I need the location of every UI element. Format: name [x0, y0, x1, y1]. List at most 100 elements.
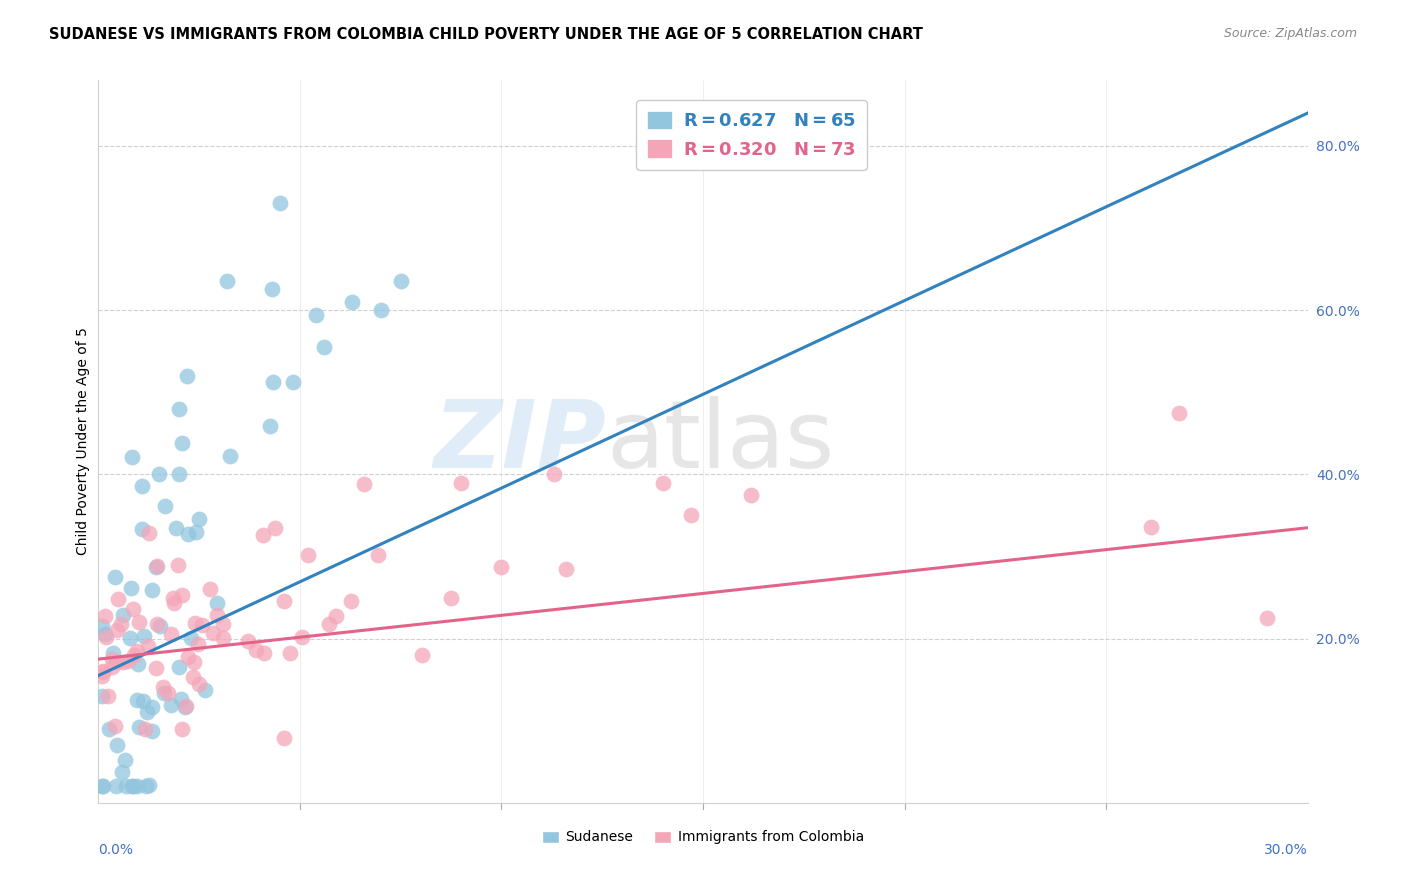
Point — [278, 646, 301, 660]
Text: ZIP: ZIP — [433, 395, 606, 488]
Point — [114, 753, 136, 767]
Point — [291, 631, 314, 645]
Point — [342, 295, 364, 310]
Point — [141, 724, 163, 739]
Point — [100, 660, 122, 674]
Point — [212, 631, 235, 645]
Point — [170, 692, 193, 706]
Point — [132, 694, 155, 708]
Text: atlas: atlas — [606, 395, 835, 488]
Point — [138, 526, 160, 541]
Point — [127, 693, 149, 707]
Point — [1256, 611, 1278, 625]
Point — [252, 528, 274, 542]
Point — [107, 738, 129, 752]
Point — [104, 570, 127, 584]
Point — [264, 521, 287, 535]
Point — [112, 607, 135, 622]
Point — [180, 632, 202, 646]
Point — [110, 617, 132, 632]
Point — [134, 780, 156, 794]
Point — [128, 615, 150, 629]
Point — [450, 475, 472, 490]
Point — [262, 282, 284, 296]
Point — [177, 526, 200, 541]
Point — [121, 581, 143, 595]
Point — [740, 488, 762, 502]
Point — [91, 780, 114, 794]
Point — [136, 639, 159, 653]
Point — [174, 698, 197, 713]
Point — [118, 631, 141, 645]
Point — [121, 450, 143, 465]
Point — [101, 646, 124, 660]
Point — [104, 718, 127, 732]
Text: Source: ZipAtlas.com: Source: ZipAtlas.com — [1223, 27, 1357, 40]
Point — [153, 499, 176, 513]
Point — [219, 450, 242, 464]
Point — [94, 609, 117, 624]
Point — [124, 648, 146, 663]
Point — [305, 309, 328, 323]
Point — [91, 689, 114, 703]
Point — [181, 670, 204, 684]
Point — [141, 582, 163, 597]
Point — [411, 648, 433, 662]
Point — [191, 618, 214, 632]
Point — [134, 722, 156, 736]
Point — [173, 700, 195, 714]
Point — [91, 664, 114, 678]
Point — [176, 368, 198, 383]
Point — [145, 560, 167, 574]
Point — [94, 631, 117, 645]
Point — [489, 560, 512, 574]
Point — [131, 479, 153, 493]
Point — [122, 780, 145, 794]
Point — [162, 591, 184, 606]
Point — [543, 467, 565, 482]
Point — [122, 601, 145, 615]
Point — [128, 720, 150, 734]
Point — [245, 642, 267, 657]
Point — [152, 686, 174, 700]
Point — [97, 690, 120, 704]
Point — [160, 698, 183, 712]
Point — [1140, 519, 1163, 533]
Point — [236, 634, 259, 648]
Point — [259, 419, 281, 434]
Point — [340, 593, 363, 607]
Point — [187, 637, 209, 651]
Point — [145, 660, 167, 674]
Text: 30.0%: 30.0% — [1264, 843, 1308, 856]
Point — [167, 558, 190, 572]
Point — [91, 669, 114, 683]
Point — [141, 700, 163, 714]
Point — [134, 629, 156, 643]
Point — [273, 731, 295, 745]
Point — [149, 619, 172, 633]
Point — [111, 764, 134, 779]
Point — [297, 548, 319, 562]
Point — [125, 643, 148, 657]
Point — [205, 595, 228, 609]
Point — [318, 616, 340, 631]
Point — [1167, 406, 1189, 420]
Point — [112, 655, 135, 669]
Point — [101, 651, 124, 665]
Point — [211, 616, 233, 631]
Point — [314, 340, 336, 354]
Point — [262, 375, 284, 389]
Point — [253, 646, 276, 660]
Point — [162, 596, 184, 610]
Point — [97, 722, 120, 736]
Point — [194, 683, 217, 698]
Point — [105, 655, 128, 669]
Text: SUDANESE VS IMMIGRANTS FROM COLOMBIA CHILD POVERTY UNDER THE AGE OF 5 CORRELATIO: SUDANESE VS IMMIGRANTS FROM COLOMBIA CHI… — [49, 27, 924, 42]
Point — [281, 375, 304, 389]
Point — [121, 780, 143, 794]
Point — [202, 625, 225, 640]
Point — [117, 654, 139, 668]
Point — [157, 686, 180, 700]
Point — [167, 401, 190, 416]
Point — [172, 588, 194, 602]
